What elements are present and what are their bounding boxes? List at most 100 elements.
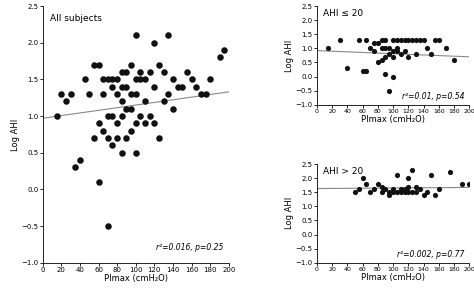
- Point: [382, 187, 389, 192]
- Point: [382, 37, 389, 42]
- Point: [53, 114, 60, 118]
- Point: [151, 84, 158, 89]
- Point: [100, 128, 107, 133]
- Point: [385, 88, 393, 93]
- Point: [366, 190, 374, 194]
- Point: [408, 37, 416, 42]
- Point: [123, 70, 130, 75]
- Point: [216, 55, 223, 60]
- Point: [382, 46, 389, 51]
- Point: [385, 52, 393, 56]
- Point: [382, 54, 389, 59]
- Point: [81, 77, 88, 82]
- Point: [179, 84, 186, 89]
- Point: [389, 74, 397, 79]
- X-axis label: PImax (cmH₂O): PImax (cmH₂O): [361, 115, 425, 124]
- Point: [447, 170, 454, 175]
- Point: [428, 173, 435, 178]
- Point: [374, 40, 382, 45]
- Point: [359, 69, 366, 73]
- X-axis label: PImax (cmH₂O): PImax (cmH₂O): [361, 273, 425, 282]
- Point: [132, 33, 139, 38]
- Point: [431, 193, 439, 198]
- Point: [450, 57, 458, 62]
- Point: [389, 187, 397, 192]
- Point: [137, 77, 144, 82]
- Point: [431, 37, 439, 42]
- Point: [404, 190, 412, 194]
- Point: [393, 190, 401, 194]
- Point: [363, 181, 370, 186]
- Y-axis label: Log AHI: Log AHI: [285, 39, 294, 72]
- Point: [62, 99, 70, 104]
- Point: [113, 121, 121, 126]
- Point: [420, 37, 428, 42]
- Point: [118, 114, 126, 118]
- Point: [207, 77, 214, 82]
- Point: [325, 46, 332, 51]
- Point: [389, 54, 397, 59]
- Point: [72, 165, 79, 170]
- Point: [109, 143, 116, 148]
- Point: [169, 106, 177, 111]
- Point: [123, 136, 130, 140]
- Point: [428, 52, 435, 56]
- Point: [401, 190, 408, 194]
- Point: [202, 92, 210, 96]
- Point: [137, 114, 144, 118]
- Point: [435, 37, 443, 42]
- Point: [76, 158, 84, 162]
- Point: [378, 46, 385, 51]
- Point: [95, 62, 102, 67]
- Point: [113, 77, 121, 82]
- Point: [465, 181, 473, 186]
- Point: [401, 187, 408, 192]
- Point: [137, 70, 144, 75]
- Point: [344, 66, 351, 70]
- Point: [385, 46, 393, 51]
- Point: [404, 54, 412, 59]
- Point: [155, 62, 163, 67]
- Point: [378, 190, 385, 194]
- Text: r²=0.016, p=0.25: r²=0.016, p=0.25: [156, 243, 223, 252]
- Point: [355, 37, 363, 42]
- Point: [397, 52, 404, 56]
- Point: [336, 37, 344, 42]
- Point: [412, 190, 420, 194]
- Point: [109, 114, 116, 118]
- Point: [141, 121, 149, 126]
- Point: [164, 92, 172, 96]
- Point: [155, 136, 163, 140]
- Point: [374, 181, 382, 186]
- Point: [378, 184, 385, 189]
- Point: [109, 77, 116, 82]
- Point: [397, 190, 404, 194]
- Point: [146, 70, 154, 75]
- Text: r²=0.01, p=0.54: r²=0.01, p=0.54: [402, 92, 465, 101]
- Point: [378, 37, 385, 42]
- Point: [370, 49, 378, 53]
- Point: [109, 84, 116, 89]
- Point: [393, 173, 401, 178]
- Point: [85, 92, 93, 96]
- Point: [424, 46, 431, 51]
- Point: [408, 167, 416, 172]
- Point: [104, 136, 112, 140]
- Point: [104, 224, 112, 229]
- Point: [435, 187, 443, 192]
- Point: [420, 193, 428, 198]
- Point: [412, 184, 420, 189]
- Text: AHI ≤ 20: AHI ≤ 20: [323, 9, 363, 18]
- Point: [132, 150, 139, 155]
- Point: [104, 77, 112, 82]
- Point: [113, 92, 121, 96]
- Point: [128, 106, 135, 111]
- Point: [370, 40, 378, 45]
- Point: [404, 176, 412, 181]
- Point: [174, 84, 182, 89]
- Text: AHI > 20: AHI > 20: [323, 167, 363, 176]
- Point: [113, 136, 121, 140]
- Point: [370, 187, 378, 192]
- Point: [123, 84, 130, 89]
- Point: [355, 187, 363, 192]
